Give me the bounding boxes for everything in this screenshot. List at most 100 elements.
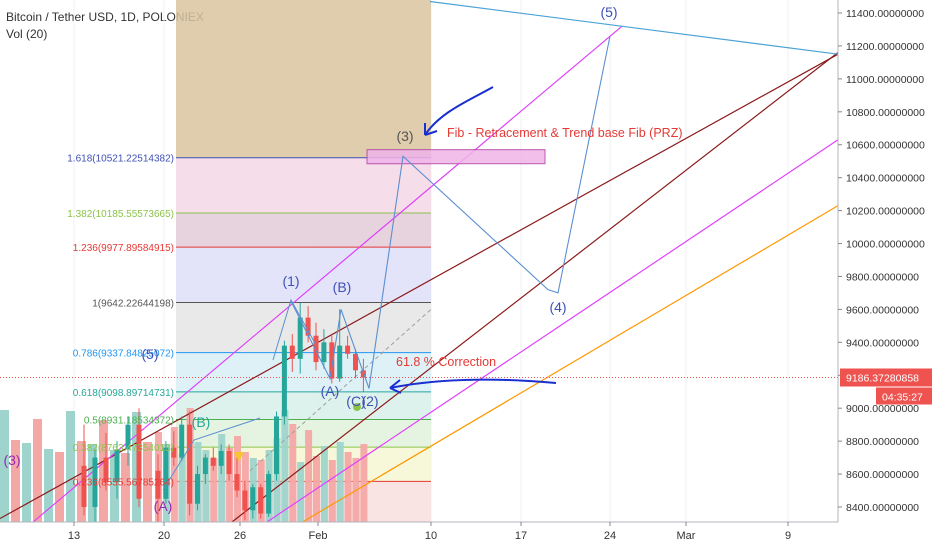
volume-bar — [210, 458, 218, 522]
candle-body — [114, 449, 120, 483]
descending-trend-line — [429, 0, 839, 55]
time-tick-label: 20 — [158, 530, 170, 542]
volume-bar — [55, 452, 64, 522]
volume-bar — [44, 449, 53, 522]
price-tick-label: 10200.00000000 — [846, 206, 925, 218]
wave-label: (A) — [321, 383, 340, 399]
fib-level-label: 0.5(8931.18534372) — [84, 416, 174, 427]
volume-bar — [336, 442, 344, 522]
volume-bar — [170, 427, 178, 522]
candle-body — [155, 470, 161, 499]
wave-1-segment — [272, 298, 317, 361]
candle-body — [313, 335, 319, 363]
elliott-wave-path — [290, 35, 611, 389]
prz-annotation: Fib - Retracement & Trend base Fib (PRZ) — [447, 126, 683, 140]
price-tick-label: 8800.00000000 — [846, 436, 919, 448]
price-tick-label: 8600.00000000 — [846, 469, 919, 481]
candle-body — [345, 345, 351, 354]
time-tick-label: 26 — [234, 530, 246, 542]
candle-body — [226, 451, 232, 475]
wave-left-segment — [162, 417, 261, 491]
price-tick-label: 11200.00000000 — [846, 41, 924, 53]
volume-bar — [305, 430, 313, 522]
price-axis-bg — [838, 0, 932, 550]
candle-body — [281, 345, 287, 417]
volume-bar — [143, 442, 152, 522]
wave-label: (5) — [141, 346, 158, 362]
volume-bar — [33, 419, 42, 522]
candle-body — [329, 342, 335, 379]
candle-body — [242, 490, 248, 511]
candle-body — [266, 474, 272, 514]
candle-body — [250, 487, 256, 511]
candle-body — [297, 317, 303, 359]
time-tick-label: 10 — [425, 530, 437, 542]
candle-body — [179, 424, 185, 458]
wave-label: (2) — [361, 393, 378, 409]
prz-zone-box — [366, 149, 546, 165]
hand-arrowhead-prz — [424, 123, 438, 136]
time-tick-label: 17 — [515, 530, 527, 542]
lower-channel-line — [229, 52, 839, 524]
wave-label: (3) — [396, 128, 413, 144]
symbol-title: Bitcoin / Tether USD, 1D, POLONIEX — [6, 10, 204, 24]
candle-body — [258, 487, 264, 514]
price-tick-label: 9800.00000000 — [846, 271, 919, 283]
volume-bar — [22, 443, 31, 522]
candle-body — [234, 474, 240, 491]
fib-level-label: 0.382(8763.47354013) — [73, 443, 174, 454]
candle-body — [353, 353, 358, 371]
fib-band — [176, 212, 431, 248]
lower-magenta-channel-line — [249, 139, 839, 534]
volume-bar — [218, 434, 226, 522]
candle-body — [195, 474, 200, 504]
wave-label: (3) — [3, 452, 20, 468]
candle-body — [210, 457, 216, 466]
orange-trend-line — [299, 205, 839, 524]
candle-body — [171, 447, 177, 458]
volume-bar — [178, 454, 186, 522]
time-tick-label: 24 — [604, 530, 616, 542]
candle-body — [305, 317, 311, 336]
fib-level-label: 0.236(8555.56785264) — [73, 477, 174, 488]
wave-label: (B) — [192, 414, 211, 430]
volume-bar — [11, 440, 20, 522]
candle-body — [187, 424, 193, 504]
candle-body — [274, 416, 279, 475]
wave-label: (C) — [346, 393, 365, 409]
volume-bar — [0, 410, 9, 522]
marker-triangle — [234, 452, 244, 462]
fib-level-label: 1(9642.22644198) — [92, 298, 174, 309]
volume-bar — [281, 410, 289, 522]
candle-body — [289, 345, 295, 359]
price-tick-label: 9000.00000000 — [846, 403, 919, 415]
wave-label: (5) — [600, 4, 617, 20]
candle-body — [81, 465, 87, 507]
volume-bar — [297, 462, 305, 522]
correction-annotation: 61.8 % Correction — [396, 355, 496, 369]
fib-level-label: 1.618(10521.22514382) — [67, 154, 174, 165]
volume-bar — [360, 444, 368, 522]
wave-label: (A) — [154, 498, 173, 514]
volume-bar — [110, 450, 119, 522]
volume-bar — [121, 453, 130, 522]
volume-bar — [344, 452, 352, 522]
volume-bar — [202, 450, 210, 522]
hand-arrow-prz — [424, 86, 494, 136]
volume-indicator-label: Vol (20) — [6, 27, 48, 41]
candle-body — [321, 342, 327, 363]
fib-level-label: 0.618(9098.89714731) — [73, 388, 174, 399]
time-tick-label: Mar — [677, 530, 696, 542]
price-tick-label: 10000.00000000 — [846, 239, 925, 251]
volume-bar — [226, 448, 234, 522]
last-price-badge — [840, 368, 932, 387]
candle-body — [218, 451, 224, 466]
price-tick-label: 9600.00000000 — [846, 304, 919, 316]
fib-band — [176, 157, 431, 213]
wave-label: (B) — [333, 279, 352, 295]
fib-band — [176, 352, 431, 392]
candle-body — [136, 424, 142, 499]
price-tick-label: 10800.00000000 — [846, 107, 925, 119]
volume-bar — [289, 424, 297, 522]
